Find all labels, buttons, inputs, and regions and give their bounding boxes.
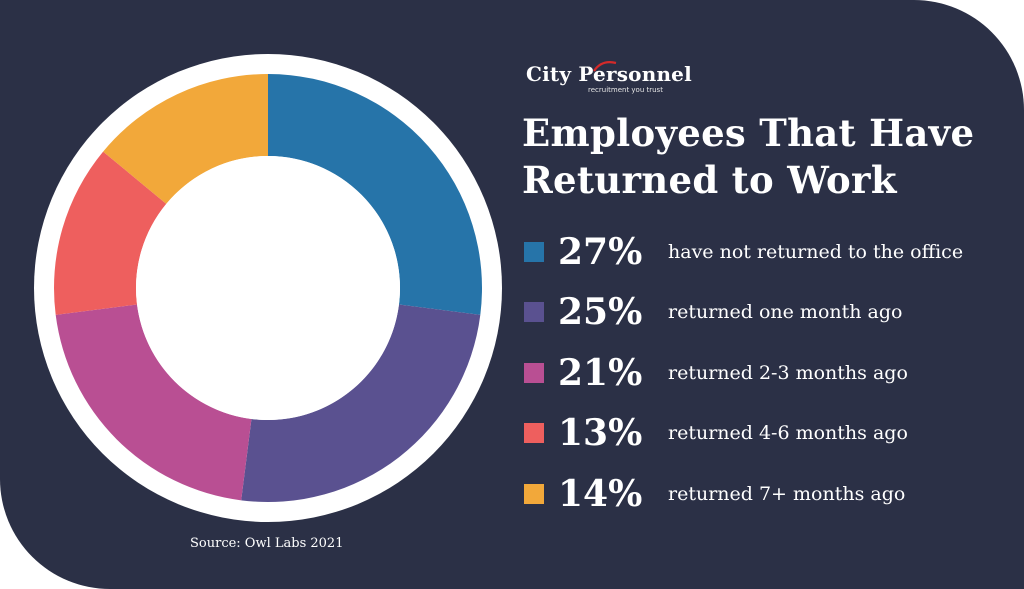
chart-title: Employees That Have Returned to Work: [522, 111, 975, 202]
legend-percentage: 21%: [558, 352, 643, 394]
donut-slice-1: [268, 74, 483, 315]
legend-item: 21% returned 2-3 months ago: [524, 347, 908, 399]
legend-label: returned 2-3 months ago: [668, 362, 908, 384]
donut-slice-3: [55, 304, 252, 501]
legend-swatch: [524, 302, 544, 322]
donut-slice-2: [241, 304, 481, 503]
legend-item: 14% returned 7+ months ago: [524, 468, 905, 520]
brand-name: City Personnel: [526, 62, 692, 86]
legend-percentage: 13%: [558, 412, 643, 454]
legend-percentage: 27%: [558, 231, 643, 273]
legend-swatch: [524, 423, 544, 443]
legend-percentage: 25%: [558, 291, 643, 333]
legend-item: 13% returned 4-6 months ago: [524, 407, 908, 459]
donut-hole: [136, 156, 400, 420]
legend-swatch: [524, 363, 544, 383]
legend-label: have not returned to the office: [668, 241, 964, 263]
donut-slice-5: [103, 74, 268, 204]
legend-label: returned 4-6 months ago: [668, 422, 908, 444]
legend-swatch: [524, 242, 544, 262]
donut-chart: [34, 54, 502, 522]
brand-tagline: recruitment you trust: [588, 86, 663, 94]
legend-item: 27% have not returned to the office: [524, 226, 963, 278]
legend-percentage: 14%: [558, 473, 643, 515]
donut-slice-4: [53, 151, 167, 315]
legend-label: returned 7+ months ago: [668, 483, 906, 505]
legend-label: returned one month ago: [668, 301, 903, 323]
legend-swatch: [524, 484, 544, 504]
logo-swoosh-icon: [593, 61, 617, 72]
source-note: Source: Owl Labs 2021: [190, 536, 344, 551]
brand-logo: City Personnel recruitment you trust: [526, 61, 692, 94]
legend-item: 25% returned one month ago: [524, 286, 902, 338]
